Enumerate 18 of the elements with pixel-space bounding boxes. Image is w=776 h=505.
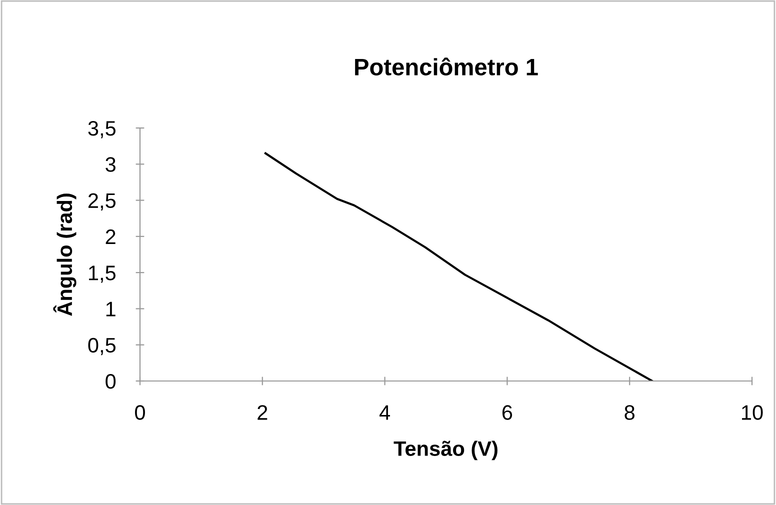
y-tick-label: 0,5 [88,338,116,356]
x-tick-label: 4 [379,405,390,420]
x-tick-label: 2 [258,405,268,420]
y-tick-label: 0 [106,374,116,389]
y-tick-label: 1,5 [89,266,116,283]
x-tick-label: 8 [624,405,634,420]
y-tick-label: 2,5 [88,193,116,210]
y-axis-title: Ângulo (rad) [53,194,76,316]
y-tick-label: 3,5 [88,121,116,138]
y-tick-label: 2 [106,229,116,244]
x-axis-title: Tensão (V) [394,440,498,460]
y-tick-label: 1 [106,302,116,316]
x-tick-label: 10 [742,405,763,420]
x-tick-label: 6 [502,405,512,420]
x-tick-label: 0 [135,405,145,420]
y-tick-label: 3 [106,157,116,172]
chart-title: Potenciômetro 1 [355,58,538,76]
line-series [264,152,654,381]
